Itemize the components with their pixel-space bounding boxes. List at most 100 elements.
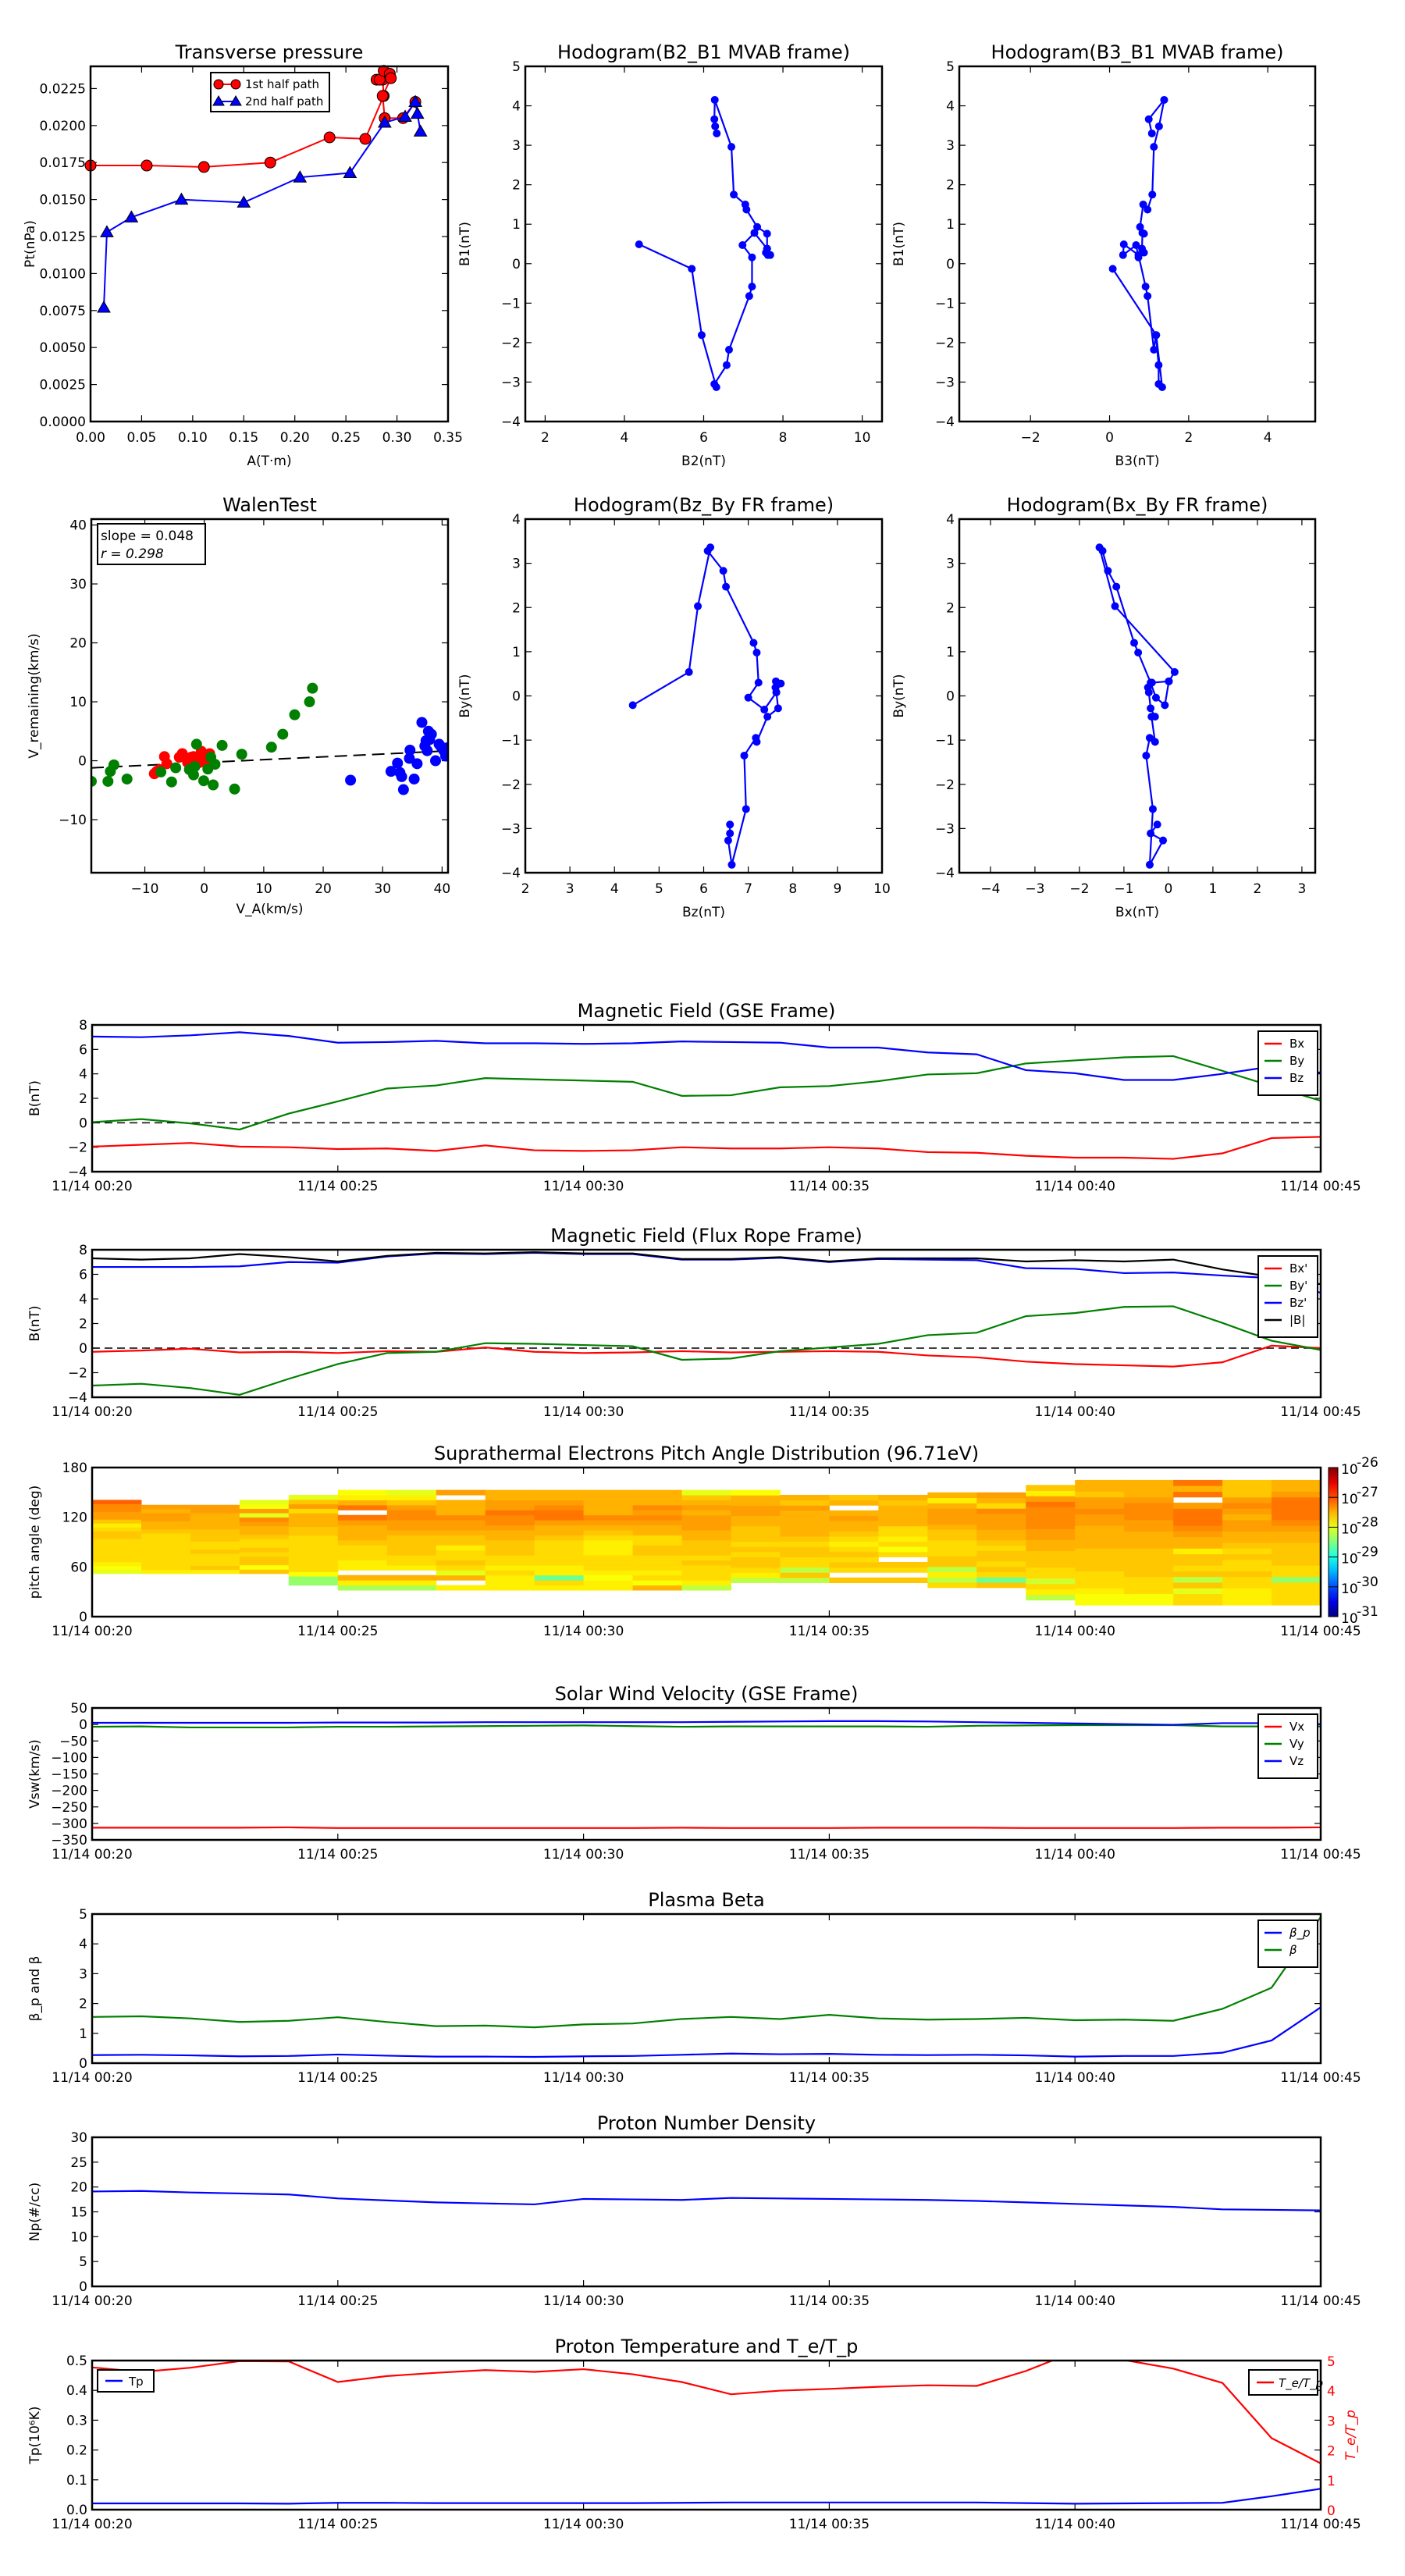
heatmap-cell — [731, 1500, 781, 1506]
y-tick-label: 0.0225 — [40, 81, 86, 97]
heatmap-cell — [1124, 1496, 1174, 1503]
heatmap-cell — [1026, 1594, 1076, 1601]
axes-frame — [958, 518, 1317, 874]
heatmap-cell — [92, 1507, 142, 1512]
y-tick-label: 0 — [946, 257, 955, 272]
data-point — [742, 805, 750, 813]
heatmap-cell — [1026, 1507, 1076, 1513]
data-point — [124, 210, 139, 222]
heatmap-cell — [239, 1503, 290, 1509]
x-tick-label: 11/14 00:45 — [1280, 2293, 1361, 2309]
heatmap-cell — [1272, 1553, 1321, 1560]
data-point — [724, 345, 733, 354]
data-point — [289, 709, 301, 720]
heatmap-cell — [1124, 1485, 1174, 1492]
heatmap-cell — [337, 1560, 388, 1566]
heatmap-cell — [1173, 1491, 1223, 1498]
x-tick-label: 11/14 00:25 — [297, 1847, 378, 1863]
y-tick-label: −3 — [501, 821, 521, 837]
heatmap-cell — [288, 1521, 339, 1527]
heatmap-cell — [1272, 1536, 1321, 1543]
data-point — [1147, 829, 1155, 838]
heatmap-cell — [1272, 1525, 1321, 1532]
heatmap-cell — [386, 1504, 437, 1510]
heatmap-cell — [583, 1510, 634, 1516]
y-tick-label: 3 — [512, 557, 521, 572]
heatmap-cell — [1124, 1588, 1174, 1595]
heatmap-cell — [878, 1562, 928, 1568]
heatmap-cell — [288, 1531, 339, 1536]
heatmap-cell — [1026, 1512, 1076, 1518]
heatmap-cell — [534, 1555, 585, 1561]
legend-marker — [213, 79, 224, 90]
heatmap-cell — [1173, 1582, 1223, 1589]
y-tick-label: 0.0075 — [40, 304, 86, 319]
x-tick-label: 11/14 00:30 — [543, 2293, 624, 2309]
heatmap-cell — [534, 1514, 585, 1521]
heatmap-cell — [583, 1585, 634, 1591]
heatmap-cell — [583, 1525, 634, 1531]
x-tick-label: −4 — [980, 881, 1000, 897]
heatmap-cell — [1272, 1565, 1321, 1571]
heatmap-cell — [239, 1542, 290, 1548]
data-point — [439, 750, 448, 762]
x-tick-label: −10 — [131, 881, 159, 897]
heatmap-cell — [436, 1539, 486, 1546]
heatmap-cell — [140, 1569, 191, 1574]
data-point — [754, 678, 763, 687]
heatmap-cell — [583, 1520, 634, 1526]
x-tick-label: 11/14 00:20 — [52, 2293, 132, 2309]
series-line — [92, 1916, 1321, 2029]
heatmap-cell — [92, 1515, 142, 1520]
y-tick-label: 0 — [946, 689, 955, 705]
x-tick-label: 11/14 00:35 — [789, 1404, 870, 1420]
data-point — [760, 706, 769, 714]
legend-label: Vz — [1289, 1754, 1304, 1768]
heatmap-cell — [1272, 1503, 1321, 1509]
heatmap-cell — [1075, 1548, 1125, 1555]
chart-title: Transverse pressure — [175, 41, 364, 63]
data-point — [774, 704, 782, 713]
series-line — [92, 1251, 1321, 1286]
series-line — [92, 1055, 1321, 1131]
heatmap-cell — [632, 1545, 683, 1551]
heatmap-cell — [386, 1560, 437, 1566]
y-axis-label: By(nT) — [891, 674, 907, 717]
heatmap-cell — [288, 1508, 339, 1514]
heatmap-cell — [1075, 1536, 1125, 1543]
heatmap-cell — [140, 1525, 191, 1530]
x-tick-label: 11/14 00:30 — [543, 1179, 624, 1194]
heatmap-cell — [288, 1553, 339, 1559]
heatmap-cell — [190, 1561, 240, 1566]
series-line — [92, 1136, 1321, 1160]
axes-frame — [89, 65, 450, 423]
legend-box — [1257, 1255, 1318, 1338]
data-point — [413, 124, 428, 137]
x-tick-label: −3 — [1025, 881, 1044, 897]
heatmap-cell — [288, 1571, 339, 1577]
data-point — [635, 240, 643, 249]
heatmap-cell — [1272, 1599, 1321, 1606]
legend-label: Tp — [128, 2375, 144, 2389]
data-point — [293, 170, 308, 183]
data-point — [102, 775, 114, 787]
data-point — [216, 739, 228, 751]
y2-axis-label: T_e/T_p — [1343, 2410, 1359, 2460]
series-line — [92, 1720, 1321, 1726]
heatmap-cell — [436, 1500, 486, 1506]
data-point — [385, 72, 397, 84]
heatmap-cell — [386, 1585, 437, 1591]
y-tick-label: 1 — [512, 645, 521, 660]
heatmap-cell — [239, 1564, 290, 1570]
x-tick-label: 11/14 00:35 — [789, 2517, 870, 2532]
heatmap-cell — [878, 1500, 928, 1506]
heatmap-cell — [239, 1552, 290, 1557]
heatmap-cell — [1272, 1559, 1321, 1566]
heatmap-cell — [337, 1564, 388, 1571]
heatmap-cell — [976, 1508, 1026, 1514]
heatmap-cell — [534, 1585, 585, 1591]
heatmap-cell — [534, 1560, 585, 1566]
heatmap-cell — [1173, 1519, 1223, 1526]
heatmap-cell — [780, 1515, 830, 1521]
heatmap-cell — [436, 1560, 486, 1566]
